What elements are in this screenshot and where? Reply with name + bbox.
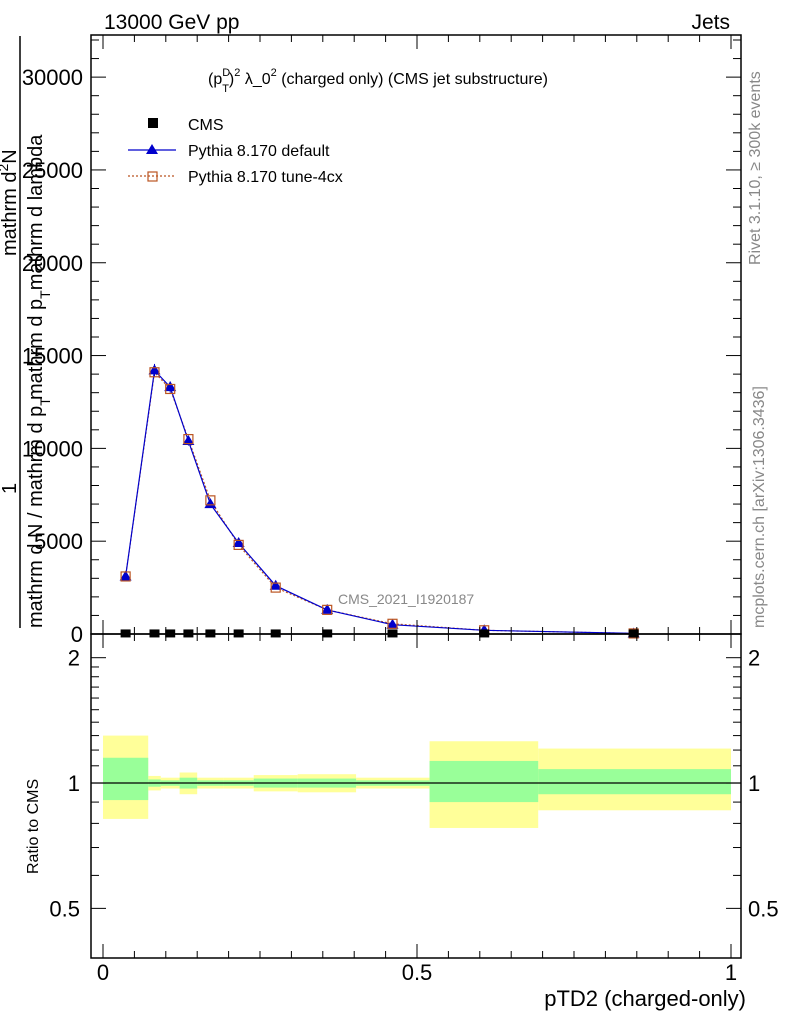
default-point	[148, 364, 161, 375]
legend-default-marker	[146, 144, 158, 154]
main-ytick-label: 10000	[22, 436, 83, 461]
ylabel-denominator-2: mathrm d pTmathrm d lambda	[25, 134, 53, 400]
x-axis-label: pTD2 (charged-only)	[544, 986, 746, 1011]
ratio-ytick-label-right: 2	[748, 646, 760, 671]
analysis-watermark: CMS_2021_I1920187	[338, 591, 474, 607]
default-point	[321, 603, 334, 614]
tune-point	[387, 618, 398, 629]
default-point	[269, 579, 282, 590]
default-point	[182, 434, 195, 445]
ratio-ytick-label: 2	[68, 646, 80, 671]
default-point	[232, 537, 245, 548]
main-ytick-label: 20000	[22, 251, 83, 276]
main-ytick-label: 5000	[34, 529, 83, 554]
tune-point	[270, 582, 281, 593]
ratio-band-green	[429, 760, 539, 803]
tune-point	[149, 367, 160, 378]
default-point	[119, 570, 132, 581]
ratio-xtick-label: 1	[725, 960, 737, 985]
ratio-band-green	[538, 769, 731, 795]
main-ytick-label: 15000	[22, 344, 83, 369]
legend-cms-marker	[148, 118, 158, 128]
rivet-label: Rivet 3.1.10, ≥ 300k events	[747, 71, 764, 265]
main-ytick-label: 0	[71, 622, 83, 647]
ratio-ytick-label-right: 1	[748, 771, 760, 796]
ratio-frame	[90, 633, 742, 959]
chart-title: (pD T)2 λ_02 (charged only) (CMS jet subs…	[208, 67, 548, 95]
header-left: 13000 GeV pp	[104, 11, 239, 34]
ratio-xtick-label: 0	[97, 960, 109, 985]
ylabel-numerator-2: mathrm d2N	[0, 149, 21, 256]
tune-point	[165, 383, 176, 395]
ratio-ytick-label-right: 0.5	[748, 896, 779, 921]
header-right: Jets	[691, 11, 730, 34]
main-ytick-label: 25000	[22, 158, 83, 183]
legend: CMS Pythia 8.170 default Pythia 8.170 tu…	[128, 117, 343, 186]
legend-default-label: Pythia 8.170 default	[188, 143, 330, 160]
default-point	[386, 618, 399, 629]
mcplots-label: mcplots.cern.ch [arXiv:1306.3436]	[751, 386, 768, 628]
main-ylabel: 1 mathrm d N / mathrm d pT mathrm d2N ma…	[0, 36, 53, 628]
tune-point	[120, 571, 131, 582]
ratio-xtick-label: 0.5	[402, 960, 433, 985]
tune-point	[205, 495, 216, 506]
ratio-ytick-label: 1	[68, 771, 80, 796]
default-point	[204, 498, 217, 509]
ylabel-numerator-1: 1	[0, 483, 21, 494]
tune-point	[183, 433, 194, 445]
main-ytick-label: 30000	[22, 65, 83, 90]
ylabel-denominator-1: mathrm d N / mathrm d pT	[25, 397, 53, 628]
ratio-plot: 0.5 0.5 1 1 2 2 0 0.5 1	[49, 633, 779, 985]
ratio-band-green	[103, 757, 149, 801]
legend-tune-label: Pythia 8.170 tune-4cx	[188, 169, 343, 186]
tune-point	[233, 539, 244, 551]
legend-tune-marker	[147, 171, 158, 182]
default-point	[164, 381, 177, 392]
ratio-ytick-label: 0.5	[49, 896, 80, 921]
tune-point	[322, 604, 333, 615]
ratio-ylabel: Ratio to CMS	[25, 779, 42, 874]
main-plot: 0 5000 10000 15000 20000 25000 30000	[22, 34, 742, 647]
legend-cms-label: CMS	[188, 117, 224, 134]
